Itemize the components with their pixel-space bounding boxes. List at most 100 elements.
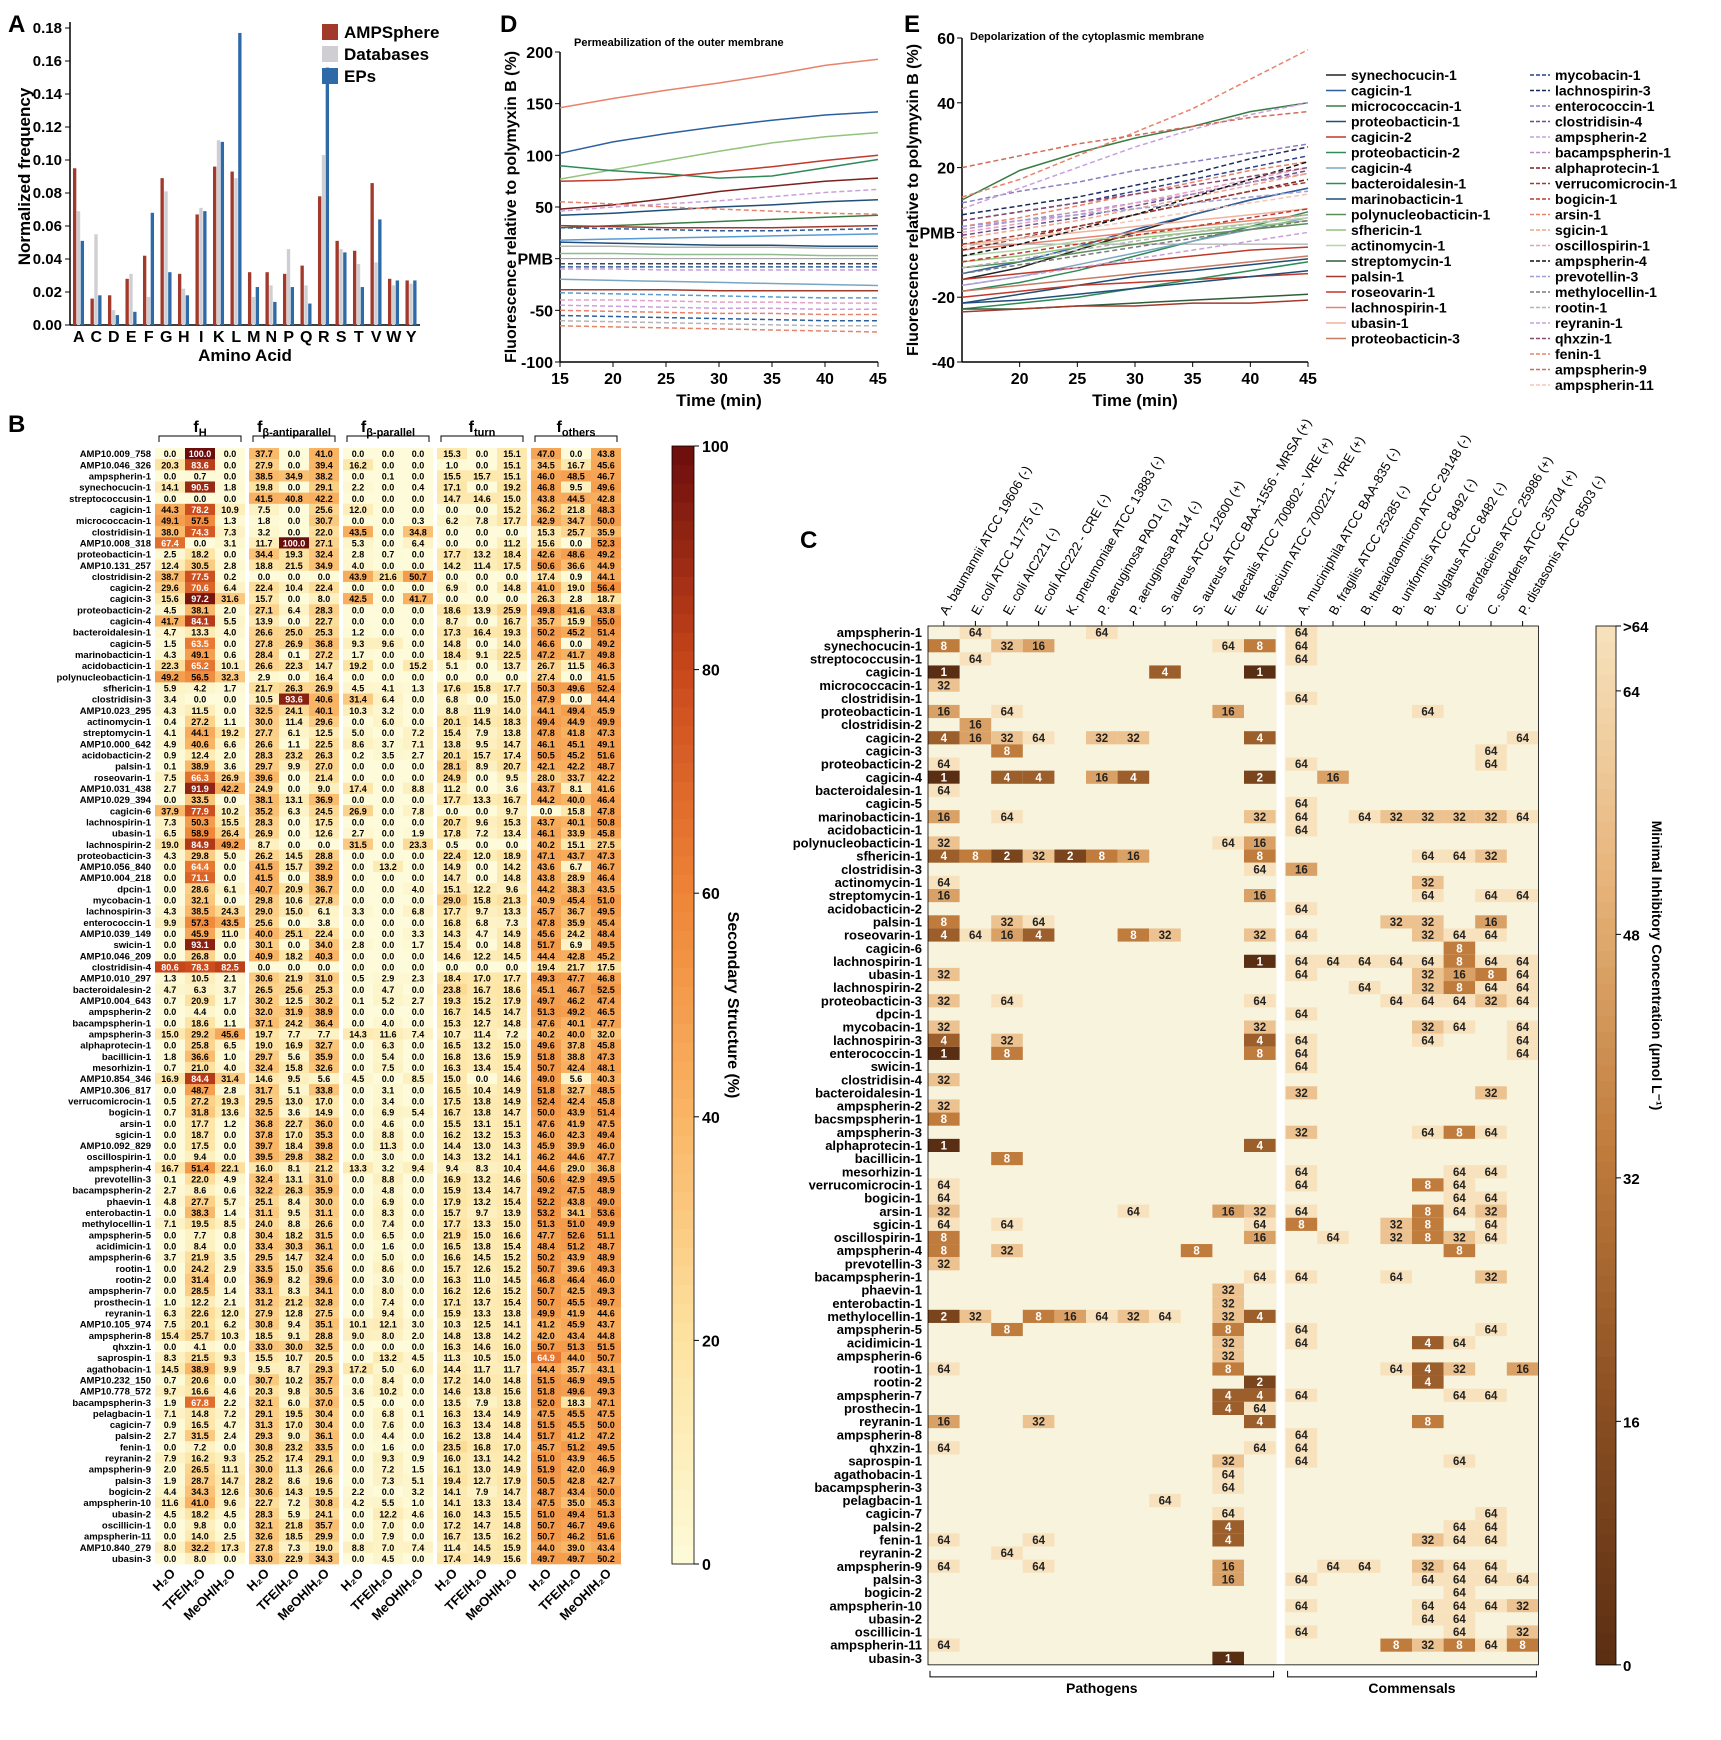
- mic-value: 64: [1295, 1338, 1308, 1350]
- mic-cell: [928, 1362, 960, 1376]
- mic-value: 64: [1516, 1022, 1529, 1034]
- series-line-streptomycin-1: [962, 293, 1309, 310]
- cell-value: 42.9: [567, 1175, 585, 1185]
- mic-cell: [1348, 1559, 1381, 1573]
- cell-value: 22.4: [255, 583, 273, 593]
- cell-value: 15.7: [285, 862, 303, 872]
- heat-cell: [561, 604, 591, 616]
- x-tick-label: 40: [816, 371, 834, 388]
- cell-value: 6.4: [382, 695, 395, 705]
- heat-cell: [343, 1106, 373, 1118]
- cell-value: 27.9: [255, 460, 273, 470]
- cell-value: 21.9: [191, 1253, 209, 1263]
- colorbar-step: [1596, 1048, 1616, 1065]
- colorbar-step: [672, 762, 694, 782]
- cell-value: 11.0: [473, 1275, 490, 1285]
- heat-cell: [249, 626, 279, 639]
- colorbar-step: [1596, 642, 1616, 659]
- cell-value: 7.1: [164, 1219, 177, 1229]
- mic-cell: [928, 915, 960, 929]
- row-label: cagicin-1: [110, 505, 152, 516]
- cell-value: 15.9: [567, 617, 585, 627]
- heat-cell: [373, 927, 403, 940]
- cell-value: 0.0: [288, 918, 301, 928]
- mic-value: 32: [1253, 930, 1266, 942]
- heat-cell: [497, 459, 527, 471]
- colorbar-step: [672, 911, 694, 931]
- heat-cell: [591, 1497, 621, 1509]
- heat-cell: [309, 481, 339, 493]
- cell-value: 1.8: [164, 1052, 177, 1062]
- cell-value: 41.0: [315, 449, 333, 459]
- heat-cell: [591, 1340, 621, 1353]
- cell-value: 0.0: [288, 505, 301, 515]
- mic-value: 64: [1159, 1311, 1172, 1323]
- cell-value: 0.0: [224, 951, 237, 961]
- cell-value: 17.6: [443, 684, 461, 694]
- heat-cell: [437, 1128, 467, 1141]
- cell-value: 35.7: [537, 617, 555, 627]
- mic-value: 64: [1453, 1522, 1466, 1534]
- cell-value: 18.5: [285, 1532, 303, 1542]
- heat-cell: [437, 894, 467, 906]
- cell-value: 28.3: [255, 750, 273, 760]
- cell-value: 10.4: [473, 1085, 491, 1095]
- legend-label: reyranin-1: [1555, 315, 1623, 331]
- cell-value: 1.7: [352, 650, 365, 660]
- cell-value: 35.7: [567, 1364, 585, 1374]
- cell-value: 51.3: [537, 1007, 555, 1017]
- heat-cell: [497, 481, 527, 493]
- cell-value: 0.5: [352, 974, 365, 984]
- heat-cell: [591, 581, 621, 594]
- cell-value: 48.4: [597, 929, 615, 939]
- series-line-series-2: [559, 111, 879, 155]
- heat-cell: [215, 514, 245, 527]
- cell-value: 49.4: [597, 1130, 615, 1140]
- heat-cell: [467, 961, 497, 973]
- heat-cell: [561, 615, 591, 627]
- heat-cell: [185, 905, 215, 918]
- cell-value: 46.2: [567, 1532, 585, 1542]
- cell-value: 50.6: [537, 1175, 555, 1185]
- heat-cell: [343, 1162, 373, 1174]
- mic-cell: [1443, 1585, 1476, 1600]
- cell-value: 0.0: [382, 538, 395, 548]
- series-line-series-5: [559, 154, 879, 182]
- mic-cell: [1244, 1441, 1276, 1455]
- cell-value: 27.5: [315, 1308, 333, 1318]
- heat-cell: [249, 1117, 279, 1130]
- cell-value: 14.3: [443, 929, 461, 939]
- cell-value: 3.2: [382, 1163, 395, 1173]
- cell-value: 17.2: [443, 1375, 461, 1385]
- mic-cell: [1285, 1270, 1318, 1284]
- heat-cell: [531, 927, 561, 940]
- heat-cell: [155, 1084, 185, 1096]
- cell-value: 0.0: [412, 773, 425, 783]
- cell-value: 45.9: [567, 1320, 585, 1330]
- cell-value: 12.6: [473, 1264, 491, 1274]
- mic-value: 64: [1390, 1364, 1403, 1376]
- cell-value: 0.0: [352, 918, 365, 928]
- cell-value: 13.5: [473, 1532, 491, 1542]
- cell-value: 40.3: [597, 1074, 615, 1084]
- cell-value: 47.7: [597, 1152, 615, 1162]
- cell-value: 2.9: [382, 974, 395, 984]
- cell-value: 18.7: [191, 1130, 209, 1140]
- heat-cell: [497, 827, 527, 839]
- heat-cell: [591, 1285, 621, 1297]
- cell-value: 0.0: [382, 918, 395, 928]
- heat-cell: [561, 860, 591, 873]
- heat-cell: [591, 559, 621, 572]
- cell-value: 42.2: [597, 773, 615, 783]
- heat-cell: [437, 1307, 467, 1319]
- colorbar-step: [1596, 1307, 1616, 1325]
- heat-cell: [591, 827, 621, 839]
- mic-value: 1: [1257, 956, 1264, 968]
- mic-value: 32: [1421, 983, 1434, 995]
- heat-cell: [437, 548, 467, 560]
- heat-cell: [215, 782, 245, 795]
- legend-label: oscillospirin-1: [1555, 238, 1650, 254]
- heat-cell: [279, 1485, 309, 1498]
- heat-cell: [373, 1039, 403, 1051]
- row-label: marinobacticin-1: [75, 650, 152, 661]
